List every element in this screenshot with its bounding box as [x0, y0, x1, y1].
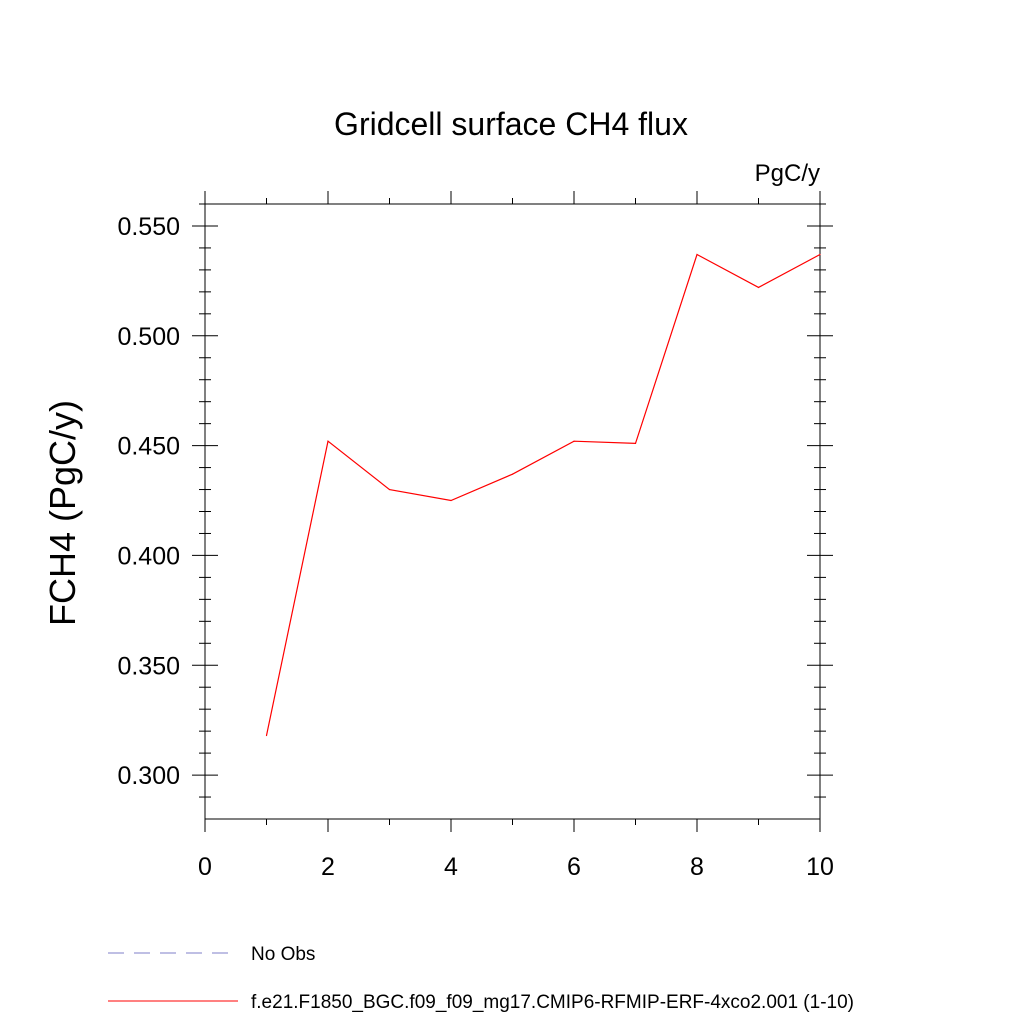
data-point — [265, 734, 268, 737]
data-point — [819, 253, 821, 256]
data-point — [450, 499, 452, 502]
data-point — [388, 488, 391, 491]
legend: No Obs f.e21.F1850_BGC.f09_f09_mg17.CMIP… — [108, 944, 854, 1013]
y-axis-tick-labels: 0.300 0.350 0.400 0.450 0.500 0.550 — [117, 213, 180, 790]
y-tick-label: 0.550 — [117, 213, 180, 241]
data-point — [634, 442, 637, 445]
legend-label-model-run: f.e21.F1850_BGC.f09_f09_mg17.CMIP6-RFMIP… — [251, 992, 854, 1013]
x-tick-label: 6 — [567, 853, 581, 881]
x-tick-label: 2 — [321, 853, 335, 881]
x-tick-label: 8 — [690, 853, 704, 881]
data-point — [327, 440, 329, 442]
y-tick-label: 0.400 — [117, 542, 180, 570]
data-point — [696, 253, 698, 256]
y-tick-label: 0.500 — [117, 323, 180, 351]
y-tick-label: 0.300 — [117, 762, 180, 790]
data-point — [573, 440, 575, 442]
y-axis-ticks — [192, 203, 833, 798]
legend-label-no-obs: No Obs — [251, 944, 315, 965]
y-tick-label: 0.350 — [117, 652, 180, 680]
x-tick-label: 0 — [198, 853, 212, 881]
y-axis-label: FCH4 (PgC/y) — [42, 400, 83, 626]
y-tick-label: 0.450 — [117, 433, 180, 461]
x-axis-ticks — [204, 191, 821, 832]
units-label: PgC/y — [755, 160, 820, 187]
series-layer — [265, 253, 821, 737]
plot-frame — [204, 203, 821, 820]
x-axis-tick-labels: 0 2 4 6 8 10 — [198, 853, 834, 881]
data-point — [757, 286, 760, 289]
x-tick-label: 10 — [806, 853, 834, 881]
series-line-0 — [265, 253, 821, 736]
data-point — [511, 473, 514, 475]
x-tick-label: 4 — [444, 853, 458, 881]
chart-title: Gridcell surface CH4 flux — [334, 106, 688, 142]
